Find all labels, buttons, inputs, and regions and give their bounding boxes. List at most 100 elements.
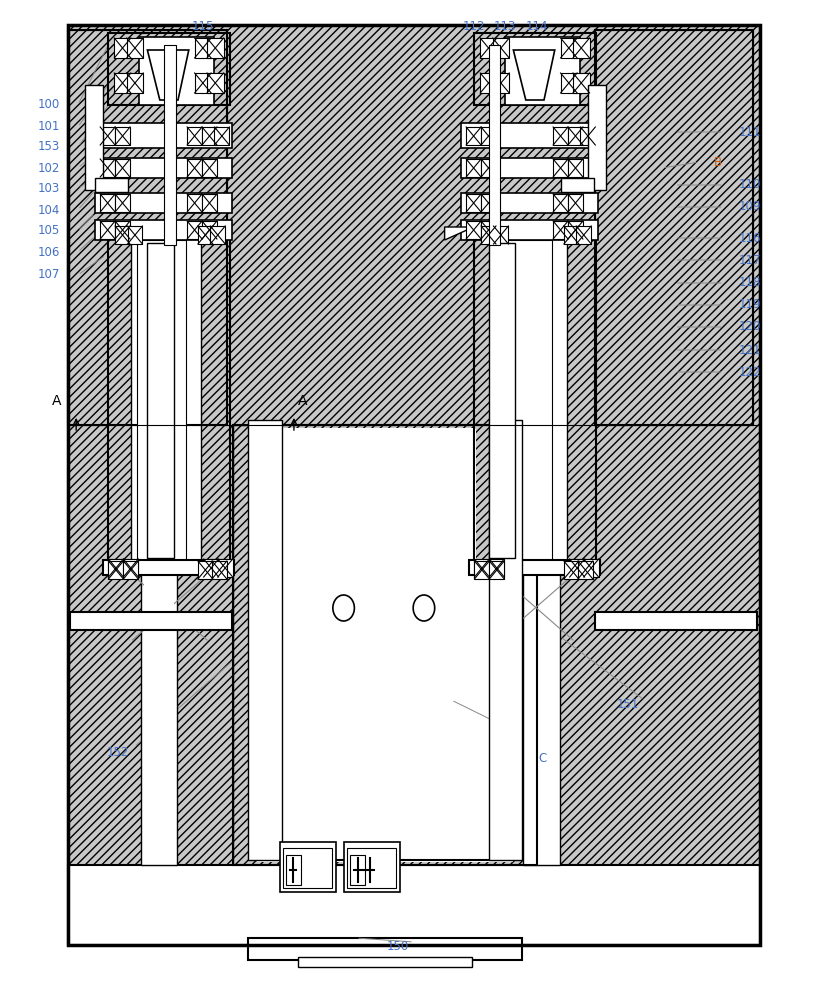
Bar [480,226,495,244]
Bar [147,243,174,558]
Bar [577,561,592,579]
Bar [194,73,211,93]
Bar [198,561,213,579]
Bar [212,561,227,579]
Bar [68,30,227,425]
Bar [68,25,759,945]
Polygon shape [190,227,219,240]
Bar [115,194,130,212]
Bar [567,194,582,212]
Bar [256,428,513,862]
Bar [567,127,582,145]
Bar [123,561,138,579]
Bar [95,123,232,148]
Text: 111: 111 [738,125,760,138]
Text: 120: 120 [738,320,760,334]
Bar [569,559,584,577]
Bar [480,221,495,239]
Bar [473,33,595,105]
Bar [100,127,115,145]
Bar [108,561,123,579]
Bar [164,45,175,245]
Bar [85,85,103,190]
Bar [68,865,759,945]
Text: 117: 117 [738,253,760,266]
Text: 103: 103 [37,182,60,196]
Bar [480,194,495,212]
Bar [198,226,213,244]
Circle shape [413,595,434,621]
Bar [583,559,598,577]
Bar [108,228,230,568]
Bar [187,194,202,212]
Bar [488,243,514,558]
Bar [253,427,276,857]
Bar [474,559,489,577]
Bar [461,193,597,213]
Bar [504,37,579,105]
Text: A: A [297,394,307,408]
Text: 109: 109 [738,200,760,214]
Bar [100,159,115,177]
Text: A: A [51,394,61,408]
Bar [233,425,536,865]
Bar [203,559,218,577]
Bar [207,73,223,93]
Bar [115,127,130,145]
Text: 150: 150 [386,940,408,954]
Bar [469,560,600,575]
Bar [594,30,753,425]
Bar [488,45,500,245]
Bar [123,559,138,577]
Bar [473,228,595,568]
Bar [563,561,578,579]
Bar [108,228,230,568]
Circle shape [332,595,354,621]
Bar [552,159,567,177]
Text: 121: 121 [738,344,760,357]
Bar [461,220,597,240]
Bar [492,73,509,93]
Bar [474,561,489,579]
Text: 106: 106 [37,245,60,258]
Bar [493,226,508,244]
Text: 113: 113 [493,20,516,33]
Bar [466,221,480,239]
Bar [567,159,582,177]
Bar [480,127,495,145]
Bar [273,425,496,860]
Bar [489,559,504,577]
Bar [473,228,595,568]
Bar [144,429,174,862]
Text: 102: 102 [37,161,60,174]
Bar [552,194,567,212]
Text: 116: 116 [738,232,760,244]
Bar [248,938,521,960]
Bar [70,612,232,630]
Bar [572,38,589,58]
Polygon shape [147,50,189,100]
Text: 122: 122 [738,365,760,378]
Bar [273,425,496,860]
Bar [576,226,590,244]
Bar [560,73,576,93]
Bar [461,123,597,148]
Bar [294,429,476,857]
Bar [466,159,480,177]
Bar [473,33,595,105]
Bar [95,193,232,213]
Bar [496,231,566,565]
Bar [115,226,130,244]
Bar [552,221,567,239]
Bar [587,85,605,190]
Bar [492,38,509,58]
Text: 107: 107 [37,268,60,282]
Bar [108,33,230,105]
Bar [127,226,142,244]
Text: B: B [713,155,721,168]
Bar [210,226,225,244]
Bar [114,73,131,93]
Bar [480,73,496,93]
Bar [95,158,232,178]
Bar [461,158,597,178]
